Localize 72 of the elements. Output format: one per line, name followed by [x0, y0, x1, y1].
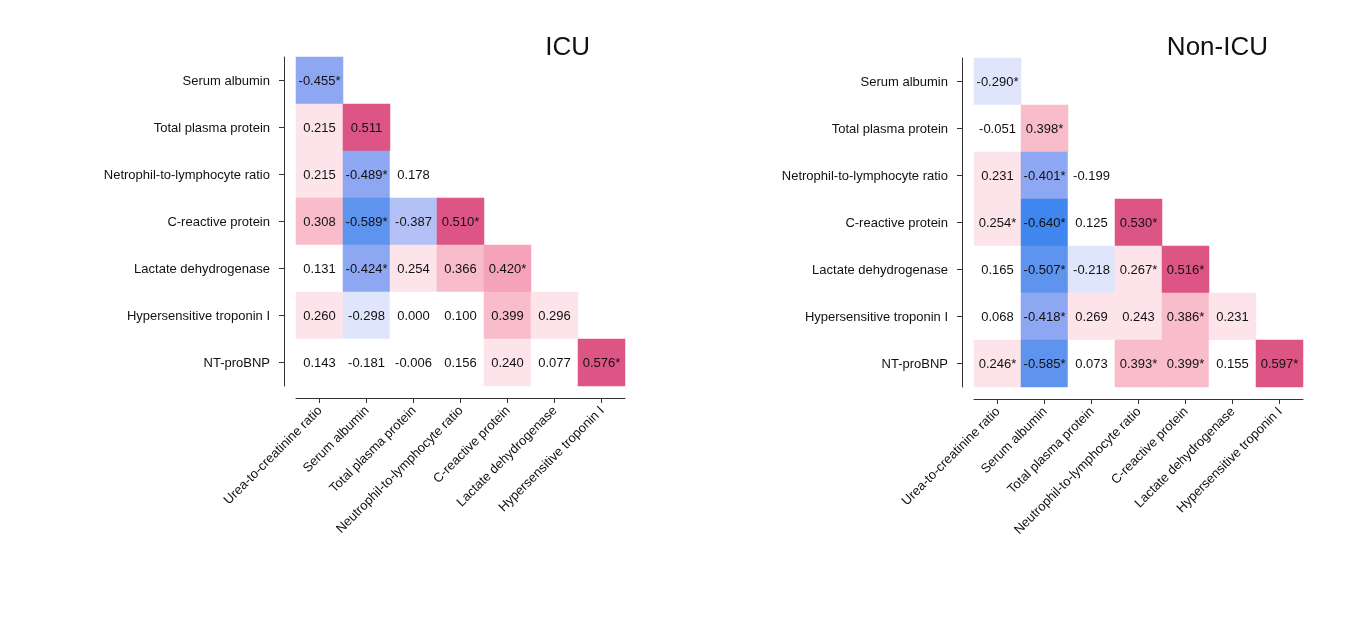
data-label: 0.231	[1216, 309, 1249, 324]
y-tick-label: Netrophil-to-lymphocyte ratio	[781, 168, 948, 183]
data-label: 0.399*	[1166, 356, 1205, 371]
y-tick-label: NT-proBNP	[881, 356, 948, 371]
data-label: 0.393*	[1119, 356, 1158, 371]
data-label: 0.260	[303, 308, 336, 323]
data-label: -0.051	[979, 121, 1016, 136]
data-label: -0.585*	[1023, 356, 1066, 371]
data-label: 0.246*	[978, 356, 1017, 371]
y-tick-label: C-reactive protein	[845, 215, 948, 230]
chart-title: ICU	[545, 31, 590, 61]
data-label: 0.267*	[1119, 262, 1158, 277]
data-label: -0.181	[348, 355, 385, 370]
data-label: 0.100	[444, 308, 477, 323]
data-label: 0.366	[444, 261, 477, 276]
y-tick-label: Serum albumin	[860, 74, 948, 89]
data-label: -0.006	[395, 355, 432, 370]
y-tick-label: Serum albumin	[182, 73, 270, 88]
data-label: -0.199	[1073, 168, 1110, 183]
data-label: 0.068	[981, 309, 1014, 324]
data-label: 0.269	[1075, 309, 1108, 324]
data-label: 0.510*	[441, 214, 480, 229]
data-label: 0.530*	[1119, 215, 1158, 230]
data-label: 0.156	[444, 355, 477, 370]
data-label: 0.125	[1075, 215, 1108, 230]
data-label: 0.155	[1216, 356, 1249, 371]
data-label: 0.420*	[488, 261, 527, 276]
data-label: 0.576*	[582, 355, 621, 370]
data-label: 0.131	[303, 261, 336, 276]
data-label: 0.073	[1075, 356, 1108, 371]
data-label: 0.243	[1122, 309, 1155, 324]
data-label: 0.215	[303, 167, 336, 182]
y-tick-label: Hypersensitive troponin I	[126, 308, 270, 323]
data-label: 0.000	[397, 308, 430, 323]
y-tick-label: Total plasma protein	[831, 121, 948, 136]
chart-title: Non-ICU	[1166, 31, 1269, 61]
data-label: -0.218	[1073, 262, 1110, 277]
y-tick-label: NT-proBNP	[203, 355, 270, 370]
data-label: -0.589*	[345, 214, 388, 229]
y-tick-label: C-reactive protein	[167, 214, 270, 229]
y-tick-label: Lactate dehydrogenase	[812, 262, 948, 277]
data-label: 0.215	[303, 120, 336, 135]
data-label: -0.489*	[345, 167, 388, 182]
data-label: -0.401*	[1023, 168, 1066, 183]
data-label: 0.399	[491, 308, 524, 323]
data-label: 0.165	[981, 262, 1014, 277]
data-label: 0.386*	[1166, 309, 1205, 324]
data-label: -0.507*	[1023, 262, 1066, 277]
y-tick-label: Total plasma protein	[153, 120, 270, 135]
data-label: 0.308	[303, 214, 336, 229]
data-label: -0.424*	[345, 261, 388, 276]
data-label: 0.240	[491, 355, 524, 370]
data-label: -0.290*	[976, 74, 1019, 89]
data-label: -0.387	[395, 214, 432, 229]
data-label: -0.640*	[1023, 215, 1066, 230]
data-label: 0.178	[397, 167, 430, 182]
data-label: 0.516*	[1166, 262, 1205, 277]
data-label: 0.511	[350, 120, 383, 135]
data-label: -0.418*	[1023, 309, 1066, 324]
data-label: 0.254*	[978, 215, 1017, 230]
y-tick-label: Netrophil-to-lymphocyte ratio	[103, 167, 270, 182]
data-label: 0.077	[538, 355, 571, 370]
data-label: 0.231	[981, 168, 1014, 183]
data-label: 0.597*	[1260, 356, 1299, 371]
data-label: 0.296	[538, 308, 571, 323]
data-label: 0.254	[397, 261, 430, 276]
y-tick-label: Lactate dehydrogenase	[134, 261, 270, 276]
y-tick-label: Hypersensitive troponin I	[804, 309, 948, 324]
data-label: -0.455*	[298, 73, 341, 88]
data-label: 0.143	[303, 355, 336, 370]
data-label: 0.398*	[1025, 121, 1064, 136]
data-label: -0.298	[348, 308, 385, 323]
